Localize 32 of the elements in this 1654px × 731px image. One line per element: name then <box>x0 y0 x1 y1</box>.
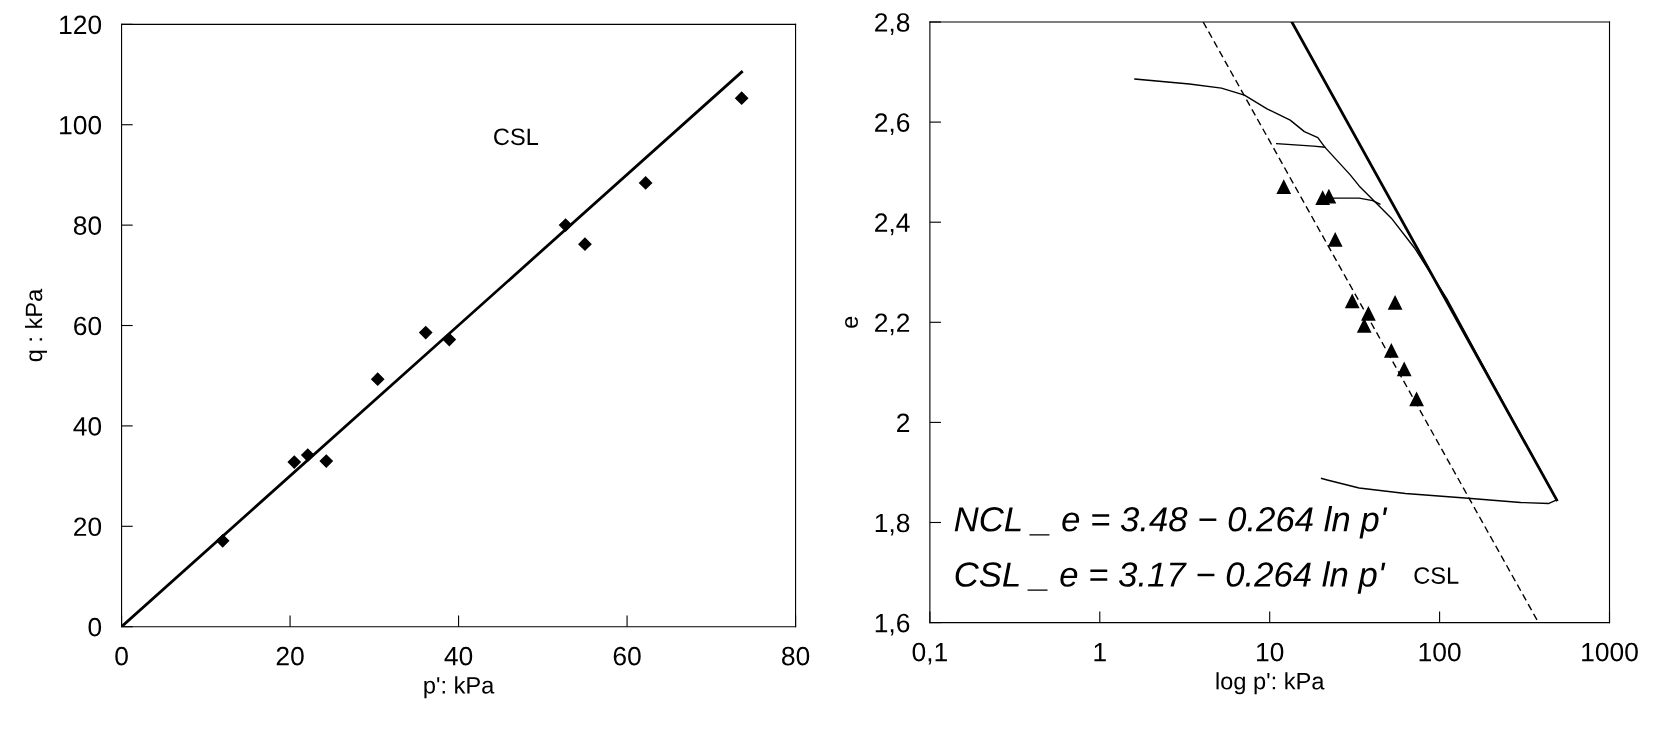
x-tick-label: 1 <box>1094 643 1106 662</box>
y-tick-label: 2 <box>897 413 910 432</box>
y-tick-label: 0 <box>88 617 102 637</box>
x-tick-label: 10 <box>1257 642 1284 662</box>
x-axis-title: log p': kPa <box>1216 672 1325 695</box>
y-tick-label: 20 <box>74 517 102 537</box>
x-tick-label: 0,1 <box>912 642 947 665</box>
y-tick-label: 120 <box>60 15 102 35</box>
x-tick-label: 1000 <box>1582 642 1638 662</box>
y-tick-label: 60 <box>74 316 102 336</box>
y-tick-label: 1,6 <box>875 613 910 636</box>
annotation: NCL _ e = 3.48 − 0.264 ln p' <box>954 506 1388 539</box>
y-tick-label: 100 <box>60 115 102 135</box>
x-tick-label: 60 <box>613 646 641 666</box>
x-axis-title: p': kPa <box>424 676 495 699</box>
annotation: CSL <box>1414 567 1459 584</box>
y-tick-label: 2,8 <box>875 13 910 35</box>
x-tick-label: 0 <box>115 646 128 666</box>
y-axis-title: q : kPa <box>24 288 47 362</box>
annotation: CSL _ e = 3.17 − 0.264 ln p' <box>955 561 1386 594</box>
annotation: CSL <box>494 128 539 146</box>
y-axis-title: e <box>845 316 858 328</box>
y-tick-label: 40 <box>73 417 102 436</box>
x-tick-label: 80 <box>782 646 810 666</box>
y-tick-label: 2,4 <box>875 213 910 236</box>
y-tick-label: 80 <box>73 216 102 235</box>
x-tick-label: 100 <box>1419 642 1461 662</box>
x-tick-label: 40 <box>444 646 473 666</box>
x-tick-label: 20 <box>276 646 304 666</box>
y-tick-label: 2,6 <box>875 113 910 136</box>
y-tick-label: 2,2 <box>875 313 910 336</box>
y-tick-label: 1,8 <box>875 513 910 536</box>
